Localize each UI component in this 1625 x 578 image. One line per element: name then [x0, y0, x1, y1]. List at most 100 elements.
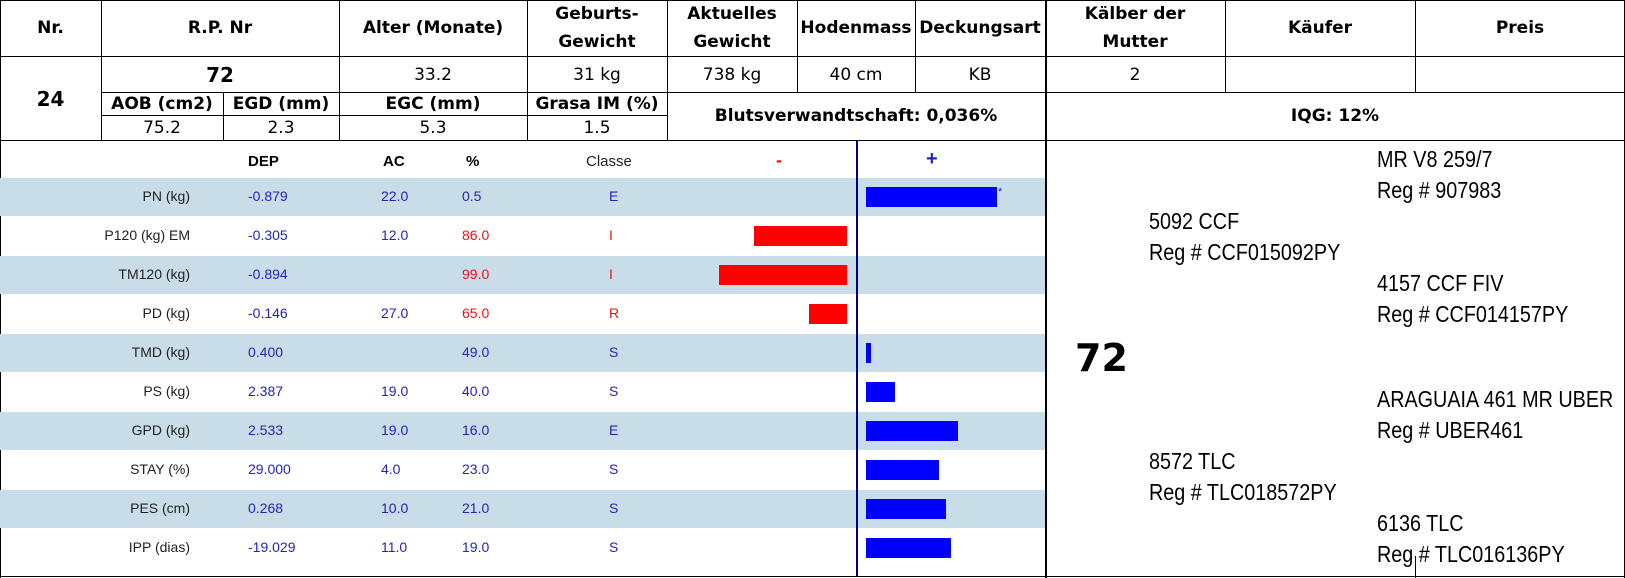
grid-line [223, 92, 224, 140]
pedigree-dam-sire-name: ARAGUAIA 461 MR UBER [1377, 386, 1614, 412]
header-deckungsart: Deckungsart [919, 18, 1041, 38]
pedigree-sire-name: 5092 CCF [1149, 208, 1240, 234]
ep-trait-name: PN (kg) [142, 188, 190, 204]
ep-header-plus: + [926, 148, 938, 170]
header-kaelber-line1: Kälber der [1084, 4, 1186, 24]
ep-bar-positive [866, 343, 871, 363]
ep-classe-value: S [609, 344, 619, 360]
carcass-value-egc: 5.3 [419, 118, 447, 138]
ep-pct-value: 40.0 [462, 383, 490, 399]
ep-pct-value: 16.0 [462, 422, 490, 438]
ep-pct-value: 49.0 [462, 344, 490, 360]
carcass-label-aob: AOB (cm2) [111, 93, 213, 114]
iqg: IQG: 12% [1290, 106, 1380, 126]
grid-line [0, 576, 1625, 577]
ep-dep-value: -0.146 [248, 305, 288, 321]
ep-bar-positive [866, 382, 895, 402]
blutsverwandtschaft: Blutsverwandtschaft: 0,036% [714, 106, 998, 126]
header-geburtsgewicht-line1: Geburts- [555, 4, 639, 24]
header-alter: Alter (Monate) [362, 18, 504, 38]
ep-star-marker: * [998, 186, 1003, 198]
ep-dep-value: 2.387 [248, 383, 284, 399]
ep-bar-positive [866, 538, 951, 558]
ep-classe-value: E [609, 422, 619, 438]
ep-pct-value: 19.0 [462, 539, 490, 555]
grid-line [0, 0, 1625, 1]
grid-line [339, 0, 340, 140]
ep-header-classe: Classe [586, 153, 632, 170]
ep-bar-positive [866, 187, 997, 207]
ep-classe-value: S [609, 500, 619, 516]
ep-bar-negative [809, 304, 847, 324]
ep-ac-value: 12.0 [381, 227, 409, 243]
ep-classe-value: I [609, 227, 613, 243]
animal-rp-nr: 72 [206, 62, 234, 87]
ep-row-stripe [0, 256, 1045, 294]
ep-trait-name: GPD (kg) [131, 422, 190, 438]
grid-line [101, 92, 1625, 93]
ep-ac-value: 10.0 [381, 500, 409, 516]
ep-bar-negative [754, 226, 847, 246]
header-geburtsgewicht-line2: Gewicht [558, 32, 636, 52]
ep-classe-value: S [609, 539, 619, 555]
ep-pct-value: 23.0 [462, 461, 490, 477]
grid-line [1415, 0, 1416, 92]
ep-pct-value: 21.0 [462, 500, 490, 516]
ep-ac-value: 27.0 [381, 305, 409, 321]
ep-classe-value: S [609, 383, 619, 399]
animal-kaeufer [1225, 57, 1415, 92]
animal-preis [1415, 57, 1625, 92]
ep-ac-value: 4.0 [381, 461, 401, 477]
animal-hodenmass: 40 cm [829, 64, 883, 85]
animal-deckungsart: KB [968, 64, 992, 85]
ep-classe-value: S [609, 461, 619, 477]
header-geburtsgewicht: Geburts- Gewicht [527, 0, 667, 56]
pedigree-sire-dam-reg: Reg # CCF014157PY [1377, 301, 1569, 327]
ep-header-ac: AC [383, 153, 405, 170]
ep-header-minus: - [776, 150, 782, 170]
animal-geburtsgewicht: 31 kg [573, 64, 621, 85]
ep-dep-value: 0.268 [248, 500, 284, 516]
pedigree-dam-sire-reg: Reg # UBER461 [1377, 417, 1524, 443]
ep-trait-name: IPP (dias) [128, 539, 190, 555]
pedigree-dam-dam-name: 6136 TLC [1377, 510, 1464, 536]
header-hodenmass: Hodenmass [800, 18, 912, 38]
ep-pct-value: 86.0 [462, 227, 490, 243]
ep-trait-name: TM120 (kg) [118, 266, 190, 282]
animal-alter: 33.2 [414, 64, 452, 85]
ep-bar-negative [719, 265, 847, 285]
pedigree-animal: 72 [1075, 336, 1128, 380]
header-aktuelles-gewicht: Aktuelles Gewicht [667, 0, 797, 56]
ep-pct-value: 99.0 [462, 266, 490, 282]
carcass-value-egd: 2.3 [267, 118, 295, 138]
grid-line [101, 0, 102, 140]
ep-ac-value: 19.0 [381, 422, 409, 438]
ep-dep-value: -19.029 [248, 539, 296, 555]
ep-dep-value: 2.533 [248, 422, 284, 438]
header-aktuelles-line1: Aktuelles [687, 4, 777, 24]
ep-classe-value: E [609, 188, 619, 204]
grid-line [101, 115, 667, 116]
ep-bar-positive [866, 460, 939, 480]
ep-ac-value: 11.0 [381, 539, 408, 555]
animal-nr: 24 [36, 86, 65, 111]
ep-bar-positive [866, 499, 946, 519]
grid-line [915, 0, 916, 92]
header-kaeufer: Käufer [1287, 18, 1353, 38]
header-rp-nr: R.P. Nr [187, 18, 253, 38]
header-nr: Nr. [37, 18, 64, 38]
ep-trait-name: PES (cm) [130, 500, 190, 516]
header-preis: Preis [1495, 18, 1545, 38]
grid-line [0, 140, 1625, 141]
ep-trait-name: PD (kg) [142, 305, 190, 321]
carcass-label-grasa: Grasa IM (%) [535, 93, 659, 114]
pedigree-sire-sire-reg: Reg # 907983 [1377, 177, 1502, 203]
pedigree-dam-reg: Reg # TLC018572PY [1149, 479, 1337, 505]
ep-trait-name: PS (kg) [143, 383, 190, 399]
header-kaelber-line2: Mutter [1102, 32, 1168, 52]
ep-trait-name: STAY (%) [130, 461, 190, 477]
pedigree-dam-name: 8572 TLC [1149, 448, 1236, 474]
carcass-label-egd: EGD (mm) [232, 93, 330, 114]
ep-dep-value: -0.879 [248, 188, 288, 204]
ep-dep-value: 29.000 [248, 461, 291, 477]
